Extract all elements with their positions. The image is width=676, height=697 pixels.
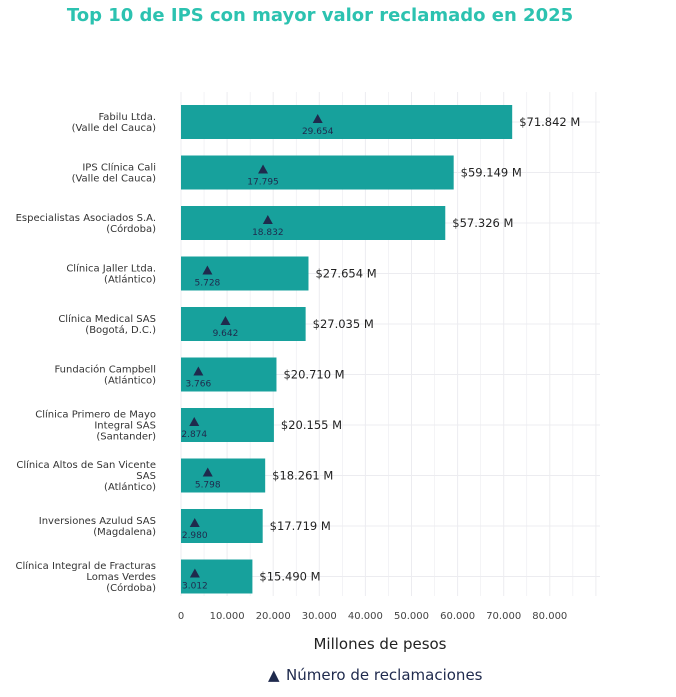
category-label: IPS Clínica Cali — [82, 162, 156, 174]
category-label: Clínica Integral de Fracturas — [15, 560, 156, 572]
claim-triangle-marker — [189, 568, 200, 578]
bar-value-label: $59.149 M — [461, 166, 522, 180]
bar-value-label: $20.155 M — [281, 418, 342, 432]
category-label: (Córdoba) — [106, 582, 156, 594]
category-label: Inversiones Azulud SAS — [39, 516, 156, 527]
claim-triangle-marker — [189, 518, 200, 527]
bar-value-label: $71.842 M — [519, 115, 580, 129]
claim-count-label: 2.980 — [182, 531, 208, 541]
claim-count-label: 17.795 — [247, 178, 279, 188]
bar-value-label: $17.719 M — [270, 519, 331, 533]
legend-triangle-icon: ▲ — [268, 666, 280, 684]
category-label: Integral SAS — [94, 421, 156, 432]
claim-triangle-marker — [193, 366, 204, 376]
category-label: Clínica Jaller Ltda. — [66, 263, 156, 275]
x-tick-label: 0 — [178, 611, 184, 622]
bar-value-label: $15.490 M — [259, 570, 320, 584]
claim-count-label: 3.012 — [182, 582, 208, 592]
bar-chart: $71.842 M $59.149 M $57.326 M $27.654 M $27.… — [15, 92, 600, 684]
claim-triangle-marker — [262, 215, 273, 224]
bar-value-label: $27.035 M — [313, 317, 374, 331]
bar-value-label: $18.261 M — [272, 469, 333, 483]
category-label: Clínica Medical SAS — [58, 313, 156, 325]
category-label: Clínica Primero de Mayo — [35, 409, 156, 421]
claim-triangle-marker — [202, 467, 213, 477]
bar — [181, 206, 446, 240]
claim-markers: 29.654 17.795 18.832 5.728 9.642 3.766 2.874 5.… — [181, 114, 334, 592]
bar — [181, 155, 454, 190]
bar-value-label: $20.710 M — [283, 368, 344, 382]
bar — [181, 105, 513, 139]
category-label: (Valle del Cauca) — [72, 174, 157, 185]
claim-count-label: 18.832 — [252, 228, 284, 238]
claim-count-label: 5.728 — [195, 279, 221, 289]
legend: ▲ Número de reclamaciones — [268, 666, 483, 684]
claim-count-label: 3.766 — [185, 380, 211, 390]
chart-panel: $71.842 M $59.149 M $57.326 M $27.654 M $27.… — [2, 56, 642, 696]
category-label: Clínica Altos de San Vicente — [16, 459, 156, 471]
x-axis-ticks: 0 10.000 20.000 30.000 40.000 50.000 60.000 70.… — [178, 611, 567, 622]
claim-triangle-marker — [202, 265, 213, 275]
bar — [181, 256, 309, 291]
claim-count-label: 2.874 — [181, 430, 207, 440]
x-tick-label: 80.000 — [532, 611, 567, 622]
category-label: (Córdoba) — [106, 223, 156, 235]
x-tick-label: 10.000 — [210, 611, 245, 622]
category-label: (Bogotá, D.C.) — [85, 324, 156, 336]
category-label: (Valle del Cauca) — [72, 123, 157, 134]
category-label: Especialistas Asociados S.A. — [16, 213, 156, 224]
claim-triangle-marker — [312, 114, 323, 123]
category-label: (Atlántico) — [104, 274, 156, 286]
x-axis-title: Millones de pesos — [313, 635, 446, 653]
claim-triangle-marker — [189, 417, 200, 426]
claim-triangle-marker — [220, 316, 231, 325]
bars: $71.842 M $59.149 M $57.326 M $27.654 M $27.… — [181, 105, 580, 594]
category-label: Fabilu Ltda. — [98, 112, 156, 123]
bar — [181, 458, 266, 493]
x-tick-label: 40.000 — [348, 611, 383, 622]
category-label: Fundación Campbell — [54, 364, 156, 376]
x-tick-label: 30.000 — [302, 611, 337, 622]
legend-label: Número de reclamaciones — [286, 666, 483, 684]
category-label: (Magdalena) — [93, 527, 156, 538]
category-label: (Santander) — [96, 432, 156, 443]
category-label: SAS — [136, 471, 156, 482]
category-label: (Atlántico) — [104, 375, 156, 387]
category-label: (Atlántico) — [104, 481, 156, 493]
category-label: Lomas Verdes — [86, 572, 156, 583]
x-tick-label: 20.000 — [256, 611, 291, 622]
x-tick-label: 70.000 — [486, 611, 521, 622]
claim-count-label: 29.654 — [302, 127, 334, 137]
bar-value-label: $27.654 M — [315, 267, 376, 281]
claim-count-label: 5.798 — [195, 481, 221, 491]
x-tick-label: 50.000 — [394, 611, 429, 622]
x-tick-label: 60.000 — [440, 611, 475, 622]
category-labels: Fabilu Ltda.(Valle del Cauca)IPS Clínica… — [15, 112, 156, 594]
claim-count-label: 9.642 — [213, 329, 239, 339]
claim-triangle-marker — [258, 164, 269, 174]
bar — [181, 307, 306, 341]
chart-title: Top 10 de IPS con mayor valor reclamado … — [66, 5, 574, 26]
bar-value-label: $57.326 M — [452, 216, 513, 230]
